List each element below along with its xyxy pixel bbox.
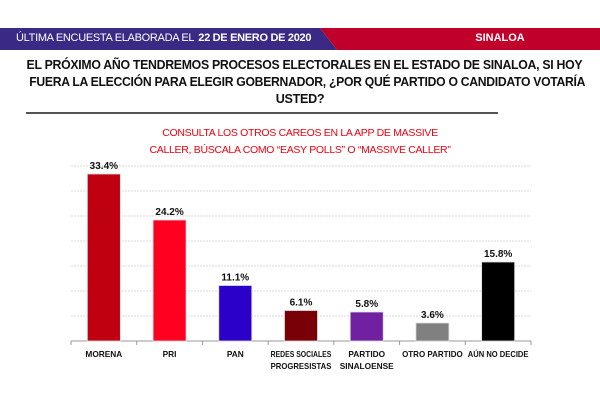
promo-text: CONSULTA LOS OTROS CAREOS EN LA APP DE M… <box>100 125 500 159</box>
survey-date: 22 DE ENERO DE 2020 <box>198 32 312 44</box>
question-title: EL PRÓXIMO AÑO TENDREMOS PROCESOS ELECTO… <box>20 57 586 108</box>
bar <box>284 310 318 342</box>
bar <box>152 219 187 342</box>
bar <box>218 285 253 342</box>
survey-date-prefix: ÚLTIMA ENCUESTA ELABORADA EL <box>16 32 195 44</box>
data-label: 5.8% <box>355 299 378 310</box>
region-label: SINALOA <box>475 32 525 44</box>
promo-line: CONSULTA LOS OTROS CAREOS EN LA APP DE M… <box>162 127 438 139</box>
data-label: 3.6% <box>421 310 444 321</box>
question-line: EL PRÓXIMO AÑO TENDREMOS PROCESOS ELECTO… <box>26 58 583 72</box>
data-label: 6.1% <box>290 298 313 309</box>
survey-date-text: ÚLTIMA ENCUESTA ELABORADA EL 22 DE ENERO … <box>16 32 311 44</box>
data-label: 24.2% <box>155 207 183 218</box>
question-line-row: USTED? <box>20 91 580 108</box>
bar <box>349 311 384 342</box>
promo-line-row: CALLER, BÚSCALA COMO “EASY POLLS” O “MAS… <box>100 142 500 159</box>
category-label: PAN <box>227 349 244 359</box>
promo-line: CALLER, BÚSCALA COMO “EASY POLLS” O “MAS… <box>149 144 451 156</box>
data-label: 15.8% <box>484 249 512 260</box>
bar <box>415 322 450 342</box>
promo-line-row: CONSULTA LOS OTROS CAREOS EN LA APP DE M… <box>100 125 500 142</box>
category-label: PRI <box>163 349 177 359</box>
category-label: OTRO PARTIDO <box>402 349 463 359</box>
header-background <box>0 28 600 50</box>
bar <box>481 261 516 342</box>
question-line: USTED? <box>275 92 325 106</box>
category-label: PROGRESISTAS <box>271 361 332 371</box>
category-label: MORENA <box>85 349 122 359</box>
header-banner: ÚLTIMA ENCUESTA ELABORADA EL 22 DE ENERO … <box>0 28 600 50</box>
category-label: SINALOENSE <box>340 361 394 371</box>
question-line: FUERA LA ELECCIÓN PARA ELEGIR GOBERNADOR… <box>29 75 586 89</box>
data-label: 33.4% <box>90 161 118 172</box>
question-line-row: FUERA LA ELECCIÓN PARA ELEGIR GOBERNADOR… <box>20 74 585 91</box>
data-label: 11.1% <box>221 273 249 284</box>
bar <box>86 173 121 342</box>
category-label: AÚN NO DECIDE <box>468 348 529 359</box>
divider <box>26 112 498 114</box>
question-line-row: EL PRÓXIMO AÑO TENDREMOS PROCESOS ELECTO… <box>20 57 583 74</box>
category-label: REDES SOCIALES <box>271 349 332 359</box>
category-label: PARTIDO <box>348 349 385 359</box>
